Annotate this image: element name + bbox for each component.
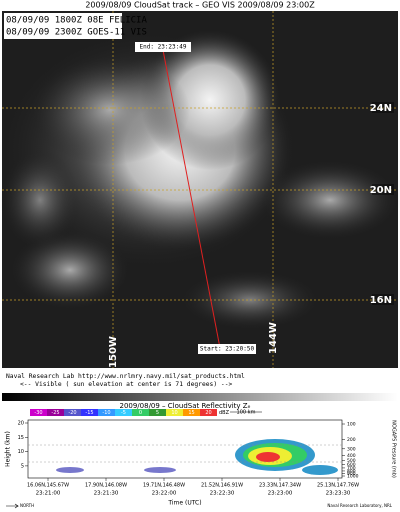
page-title: 2009/08/09 CloudSat track – GEO VIS 2009…: [85, 1, 315, 10]
colorbar-label: -20: [68, 410, 76, 416]
reflectivity-echo: [56, 439, 338, 475]
x-position-label: 16.06N,145.67W: [27, 483, 69, 489]
colorbar-unit: dBZ: [219, 410, 230, 416]
y2-tick-label: 900: [347, 471, 356, 477]
end-label: End: 23:23:49: [140, 44, 187, 51]
x-position-label: 21.52N,146.91W: [201, 483, 243, 489]
colorbar-cell: [30, 409, 47, 416]
colorbar-label: -30: [34, 410, 42, 416]
y2-tick-label: 1000: [347, 474, 359, 480]
colorbar-label: 20: [205, 410, 211, 416]
colorbar-label: 5: [156, 410, 159, 416]
y2-tick-label: 700: [347, 465, 356, 471]
y2-tick-label: 300: [347, 446, 356, 452]
profile-title: 2009/08/09 – CloudSat Reflectivity Zₑ: [119, 402, 250, 410]
colorbar-cell: [132, 409, 149, 416]
colorbar-label: -5: [121, 410, 126, 416]
y2-tick-label: 400: [347, 453, 356, 459]
x-time-label: 23:21:30: [94, 491, 119, 497]
y-tick-label: 10: [18, 449, 24, 455]
scale-label: 100 km: [237, 410, 256, 416]
lat-label-bg: [372, 184, 394, 195]
y2-axis-label: NOGAPS Pressure (mb): [391, 420, 397, 478]
satellite-image: [0, 11, 400, 368]
lat-label-bg: [372, 294, 394, 305]
colorbar-cell: [183, 409, 200, 416]
x-position-label: 19.71N,146.48W: [143, 483, 185, 489]
lat-label-bg: [372, 102, 394, 113]
info-line: 08/09/09 2300Z GOES-11 VIS: [6, 28, 147, 38]
colorbar-cell: [115, 409, 132, 416]
footer-credit: Naval Research Lab http://www.nrlmry.nav…: [6, 373, 245, 380]
y2-tick-label: 600: [347, 462, 356, 468]
gray-scale-bar: [2, 393, 398, 401]
x-position-label: 23.33N,147.34W: [259, 483, 301, 489]
colorbar-cell: [200, 409, 217, 416]
y2-tick-label: 500: [347, 458, 356, 464]
y-tick-label: 15: [18, 435, 24, 441]
colorbar-cell: [149, 409, 166, 416]
y-tick-label: 5: [21, 463, 24, 469]
x-time-label: 23:22:00: [152, 491, 177, 497]
x-time-label: 23:21:00: [36, 491, 61, 497]
footer-note: <-- Visible ( sun elevation at center is…: [20, 381, 233, 388]
y2-tick-label: 200: [347, 437, 356, 443]
y-tick-label: 20: [18, 421, 24, 427]
north-label: NORTH: [20, 503, 34, 508]
info-box: [4, 13, 122, 39]
credit: Naval Research Laboratory, NRL: [327, 503, 392, 508]
x-axis-label: Time (UTC): [167, 500, 201, 507]
lon-label: 144W: [268, 322, 279, 354]
colorbar-label: -10: [102, 410, 110, 416]
colorbar-label: -25: [51, 410, 59, 416]
end-box: [135, 42, 191, 52]
colorbar-cell: [98, 409, 115, 416]
start-label: Start: 23:20:50: [200, 346, 255, 353]
colorbar-label: 0: [139, 410, 142, 416]
lat-label: 16N: [370, 295, 392, 306]
x-position-label: 17.90N,146.08W: [85, 483, 127, 489]
cloudsat-track: [162, 49, 221, 349]
y2-tick-label: 100: [347, 422, 356, 428]
colorbar-cell: [166, 409, 183, 416]
x-time-label: 23:23:30: [326, 491, 351, 497]
y2-tick-label: 800: [347, 468, 356, 474]
colorbar-cell: [47, 409, 64, 416]
colorbar-cell: [64, 409, 81, 416]
start-box: [198, 344, 256, 354]
x-position-label: 25.13N,147.76W: [317, 483, 359, 489]
info-line: 08/09/09 1800Z 08E FELICIA: [6, 16, 147, 26]
lat-label: 20N: [370, 185, 392, 196]
x-time-label: 23:22:30: [210, 491, 235, 497]
colorbar-label: 10: [171, 410, 177, 416]
colorbar-cell: [81, 409, 98, 416]
colorbar-label: -15: [85, 410, 93, 416]
x-time-label: 23:23:00: [268, 491, 293, 497]
lon-label: 150W: [108, 336, 119, 368]
lat-label: 24N: [370, 103, 392, 114]
colorbar-label: 15: [188, 410, 194, 416]
y-axis-label: Height (km): [5, 431, 12, 467]
